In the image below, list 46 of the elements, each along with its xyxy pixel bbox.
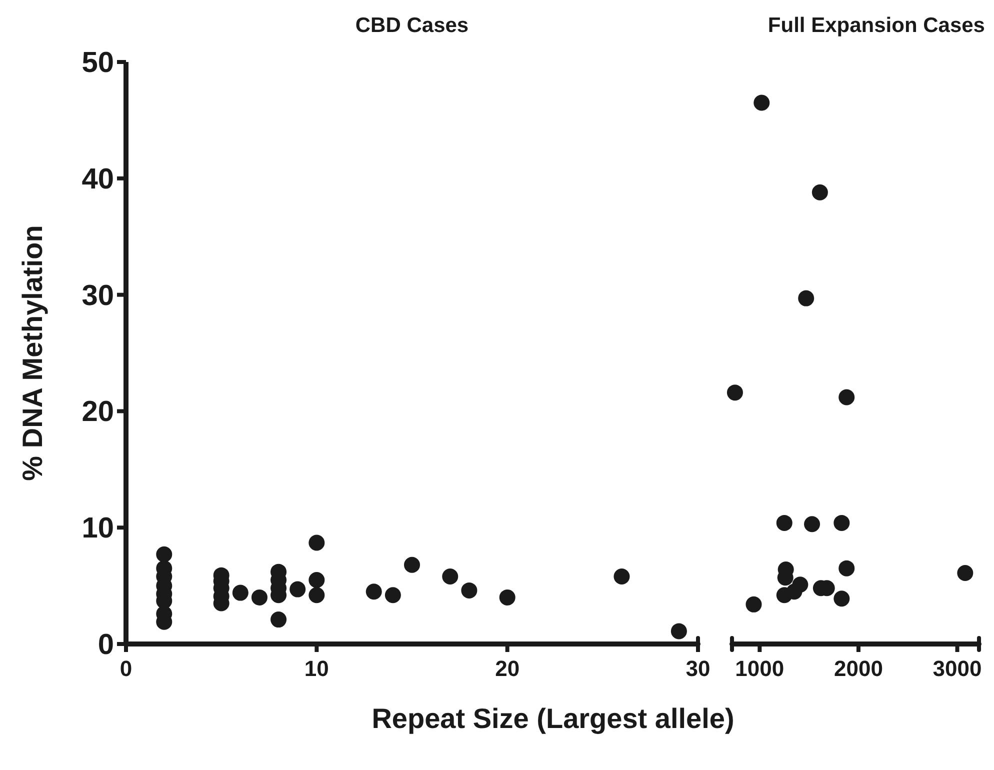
point [834, 514, 850, 531]
point [812, 184, 828, 200]
y-tick-label: 10 [82, 512, 114, 545]
x-axis-title: Repeat Size (Largest allele) [372, 703, 734, 734]
point [957, 564, 974, 581]
point [614, 568, 630, 584]
chart-title: CBD Cases [355, 14, 469, 37]
point [232, 584, 248, 601]
point [404, 556, 420, 573]
point [461, 582, 478, 598]
point [838, 389, 855, 406]
point [308, 572, 325, 588]
point [670, 623, 687, 640]
x-tick-label: 3000 [932, 656, 982, 681]
point [754, 94, 770, 111]
point [251, 589, 268, 606]
chart-title: Full Expansion Cases [768, 14, 985, 37]
x-tick-label: 0 [120, 656, 132, 681]
y-tick-label: 0 [98, 629, 114, 661]
point [776, 514, 792, 531]
x-tick-label: 2000 [834, 656, 883, 681]
point [366, 584, 382, 600]
point [786, 584, 802, 600]
point [726, 384, 743, 401]
y-tick-label: 50 [82, 47, 114, 79]
point [384, 587, 401, 604]
point [308, 587, 325, 604]
point [834, 590, 850, 607]
x-tick-label: 30 [686, 656, 710, 681]
point [156, 546, 172, 562]
x-tick-label: 1000 [735, 656, 784, 681]
x-tick-label: 20 [495, 656, 520, 681]
point [290, 581, 306, 598]
y-axis-title: % DNA Methylation [17, 225, 48, 481]
x-tick-label: 10 [304, 656, 329, 681]
point [442, 568, 458, 584]
point [838, 560, 855, 576]
point [499, 589, 516, 606]
y-tick-label: 20 [82, 396, 114, 428]
y-tick-label: 40 [82, 163, 114, 196]
point [270, 612, 287, 628]
point [308, 534, 325, 551]
point [798, 290, 814, 306]
point [804, 516, 820, 532]
point [746, 596, 762, 612]
y-tick-label: 30 [82, 280, 114, 312]
